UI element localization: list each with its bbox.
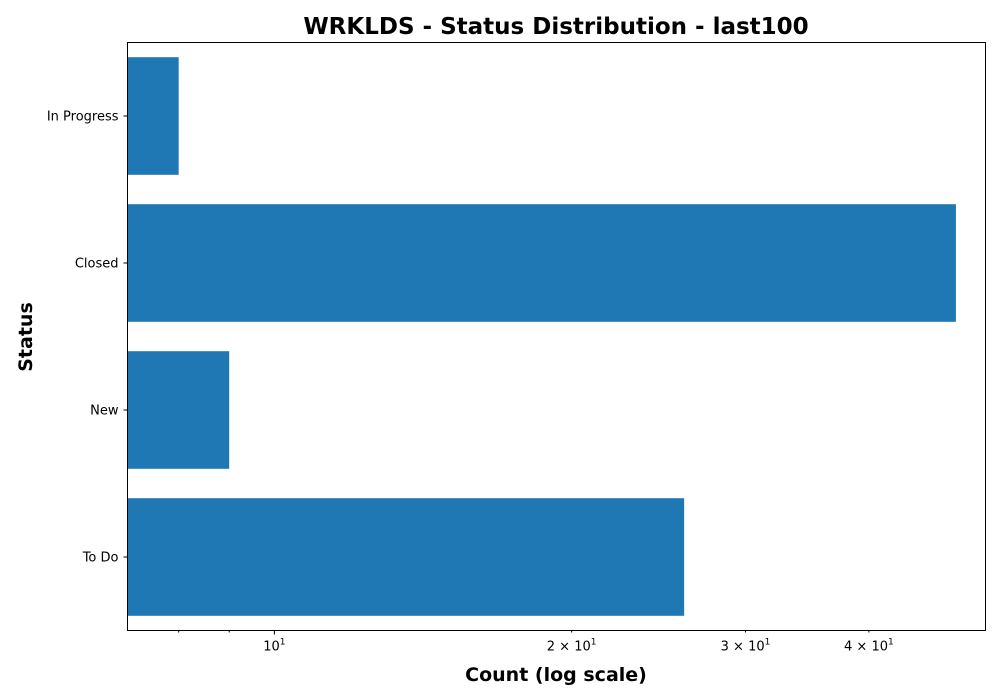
bar — [127, 351, 230, 469]
y-axis-label: Status — [15, 302, 37, 372]
plot-frame — [127, 42, 986, 631]
y-tick-label: Closed — [75, 257, 119, 272]
bar — [127, 204, 956, 322]
x-minor-tick-label: 3 × 101 — [721, 638, 771, 655]
chart-title: WRKLDS - Status Distribution - last100 — [303, 14, 808, 40]
x-minor-tick-label: 2 × 101 — [547, 638, 597, 655]
bar — [127, 57, 179, 175]
x-axis-label: Count (log scale) — [465, 664, 647, 686]
y-tick-label: To Do — [82, 551, 119, 566]
x-major-tick-label: 101 — [263, 638, 285, 655]
x-minor-tick-label: 4 × 101 — [844, 638, 894, 655]
y-tick-label: In Progress — [47, 110, 119, 125]
bar — [127, 498, 685, 616]
y-tick-label: New — [90, 404, 119, 419]
